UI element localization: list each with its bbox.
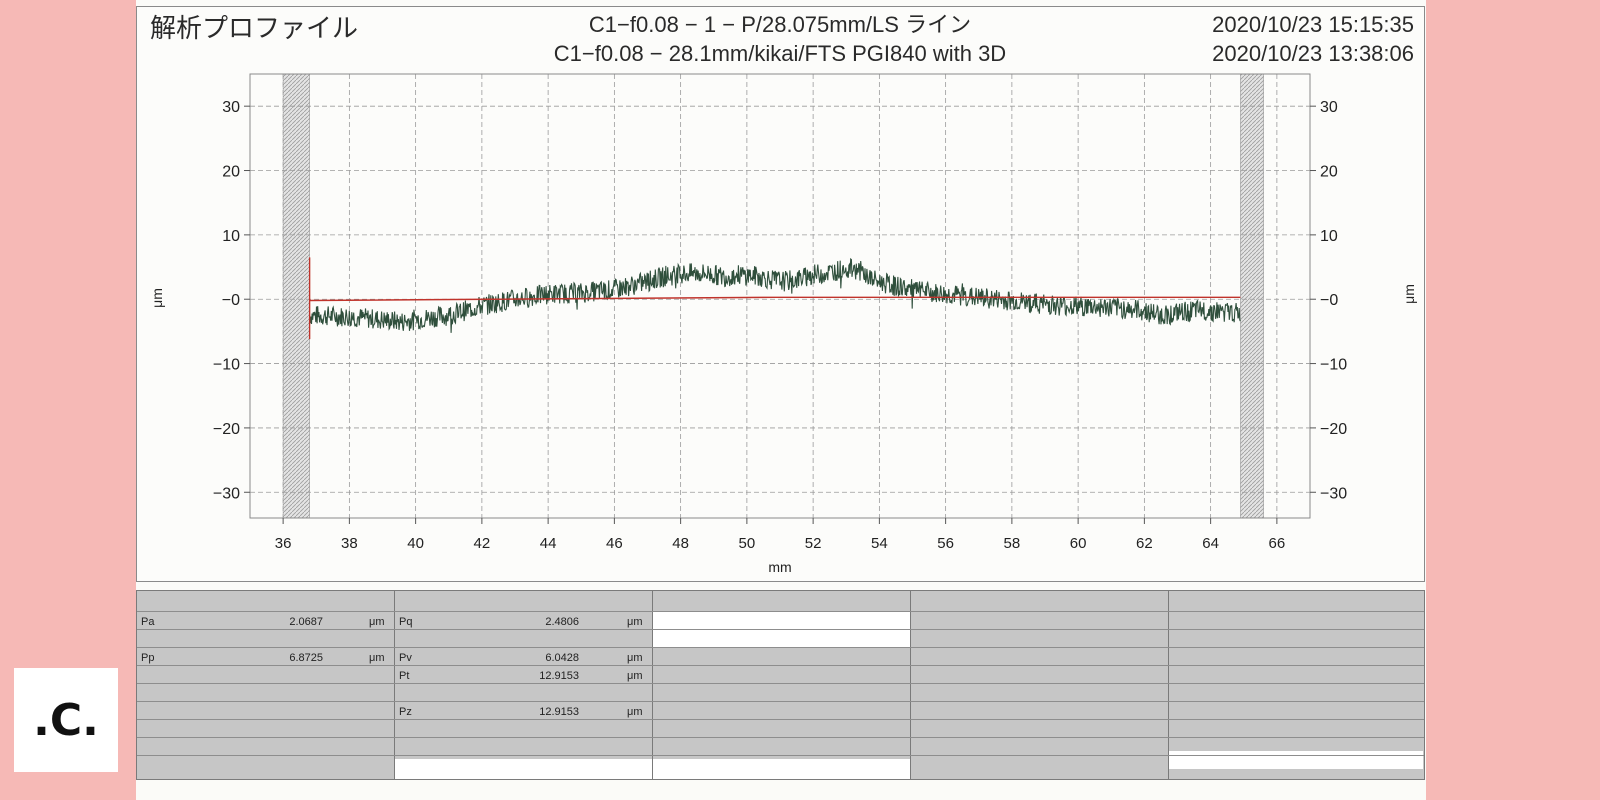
param-value-pa: 2.0687 [289, 616, 323, 628]
x-tick-label: 62 [1136, 535, 1153, 552]
row-divider [137, 665, 1424, 666]
param-value-pv: 6.0428 [545, 652, 579, 664]
y-tick-label-left: −30 [213, 485, 240, 502]
y-tick-label-left: 30 [222, 99, 240, 116]
reference-line [309, 296, 1241, 302]
y-tick-label-right: −10 [1320, 357, 1347, 374]
x-tick-label: 54 [871, 535, 888, 552]
x-tick-label: 38 [341, 535, 358, 552]
plot-area-border [249, 73, 1311, 519]
profile-chart: 36 38 40 42 44 46 48 50 52 54 56 58 60 62 64 66 30 30 20 20… [149, 73, 1417, 575]
measurement-timestamp: 2020/10/23 13:38:06 [1212, 41, 1414, 66]
row-divider [137, 755, 1424, 756]
profile-name: C1−f0.08 − 1 − P/28.075mm/LS ライン [588, 12, 972, 37]
param-label-pp: Pp [141, 652, 155, 664]
x-tick-label: 40 [407, 535, 424, 552]
param-label-pt: Pt [399, 670, 410, 682]
param-value-pp: 6.8725 [289, 652, 323, 664]
excluded-region [1240, 73, 1264, 519]
y-tick-label-right: 30 [1320, 99, 1338, 116]
empty-cell [653, 759, 910, 779]
param-unit-pa: μm [369, 616, 385, 628]
row-divider [137, 737, 1424, 738]
y-tick-label-left: 10 [222, 228, 240, 245]
param-label-pz: Pz [399, 706, 412, 718]
x-tick-label: 60 [1070, 535, 1087, 552]
y-tick-label-left: −0 [222, 292, 240, 309]
y-axis-label-right: μm [1401, 284, 1417, 304]
y-tick-label-right: −20 [1320, 421, 1347, 438]
param-unit-pz: μm [627, 706, 643, 718]
measurement-condition: C1−f0.08 − 28.1mm/kikai/FTS PGI840 with … [553, 41, 1007, 66]
chart-frame [136, 6, 1425, 582]
analysis-timestamp: 2020/10/23 15:15:35 [1212, 12, 1414, 37]
row-divider [137, 647, 1424, 648]
y-tick-label-right: −30 [1320, 485, 1347, 502]
x-tick-label: 64 [1202, 535, 1219, 552]
param-label-pv: Pv [399, 652, 412, 664]
y-tick-label-right: −0 [1320, 292, 1338, 309]
x-tick-label: 42 [474, 535, 491, 552]
x-tick-label: 46 [606, 535, 623, 552]
results-column-2 [395, 591, 653, 779]
brand-logo: .C. [14, 668, 118, 772]
results-column-1 [137, 591, 395, 779]
row-divider [137, 629, 1424, 630]
y-tick-label-left: 20 [222, 164, 240, 181]
row-divider [137, 719, 1424, 720]
empty-cell [1169, 751, 1423, 769]
y-tick-label-right: 20 [1320, 164, 1338, 181]
param-value-pz: 12.9153 [539, 706, 579, 718]
excluded-region [282, 73, 310, 519]
x-tick-label: 50 [739, 535, 756, 552]
x-tick-label: 56 [937, 535, 954, 552]
param-value-pt: 12.9153 [539, 670, 579, 682]
results-column-4 [911, 591, 1169, 779]
y-tick-label-left: −10 [213, 357, 240, 374]
x-tick-label: 48 [672, 535, 689, 552]
x-tick-label: 66 [1269, 535, 1286, 552]
param-label-pq: Pq [399, 616, 413, 628]
empty-cell [395, 759, 652, 779]
x-tick-label: 44 [540, 535, 557, 552]
param-unit-pt: μm [627, 670, 643, 682]
x-tick-label: 36 [275, 535, 292, 552]
page-title: 解析プロファイル [150, 13, 359, 43]
measured-profile-line [309, 257, 1241, 333]
x-tick-label: 52 [805, 535, 822, 552]
x-axis-label: mm [768, 559, 791, 575]
y-tick-label-left: −20 [213, 421, 240, 438]
row-divider [137, 611, 1424, 612]
y-tick-label-right: 10 [1320, 228, 1338, 245]
param-value-pq: 2.4806 [545, 616, 579, 628]
row-divider [137, 683, 1424, 684]
param-unit-pp: μm [369, 652, 385, 664]
param-unit-pq: μm [627, 616, 643, 628]
param-unit-pv: μm [627, 652, 643, 664]
roughness-results-table: Pa 2.0687 μm Pp 6.8725 μm Pq 2.4806 μm P… [136, 590, 1425, 780]
y-axis-label-left: μm [149, 288, 165, 308]
results-column-3 [653, 591, 911, 779]
row-divider [137, 701, 1424, 702]
x-tick-label: 58 [1004, 535, 1021, 552]
param-label-pa: Pa [141, 616, 155, 628]
